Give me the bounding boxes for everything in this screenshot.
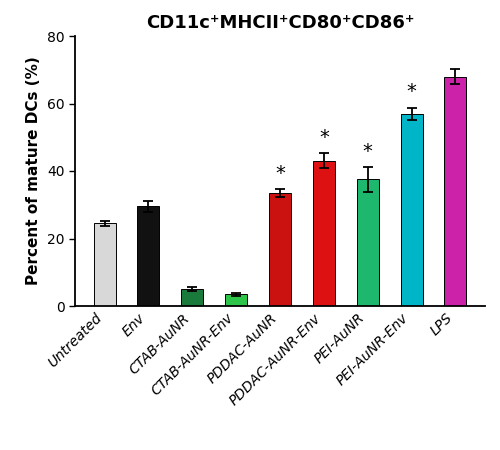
Bar [444, 76, 466, 306]
Bar [269, 193, 291, 306]
Title: CD11c⁺MHCII⁺CD80⁺CD86⁺: CD11c⁺MHCII⁺CD80⁺CD86⁺ [146, 14, 414, 32]
Text: *: * [406, 82, 416, 102]
Bar [182, 289, 204, 306]
Bar [400, 113, 422, 306]
Bar [94, 223, 116, 306]
Bar [356, 180, 378, 306]
Bar [225, 294, 247, 306]
Bar [138, 207, 160, 306]
Text: *: * [275, 164, 285, 183]
Bar [313, 161, 335, 306]
Y-axis label: Percent of mature DCs (%): Percent of mature DCs (%) [26, 57, 42, 285]
Text: *: * [363, 142, 372, 161]
Text: *: * [319, 128, 329, 148]
